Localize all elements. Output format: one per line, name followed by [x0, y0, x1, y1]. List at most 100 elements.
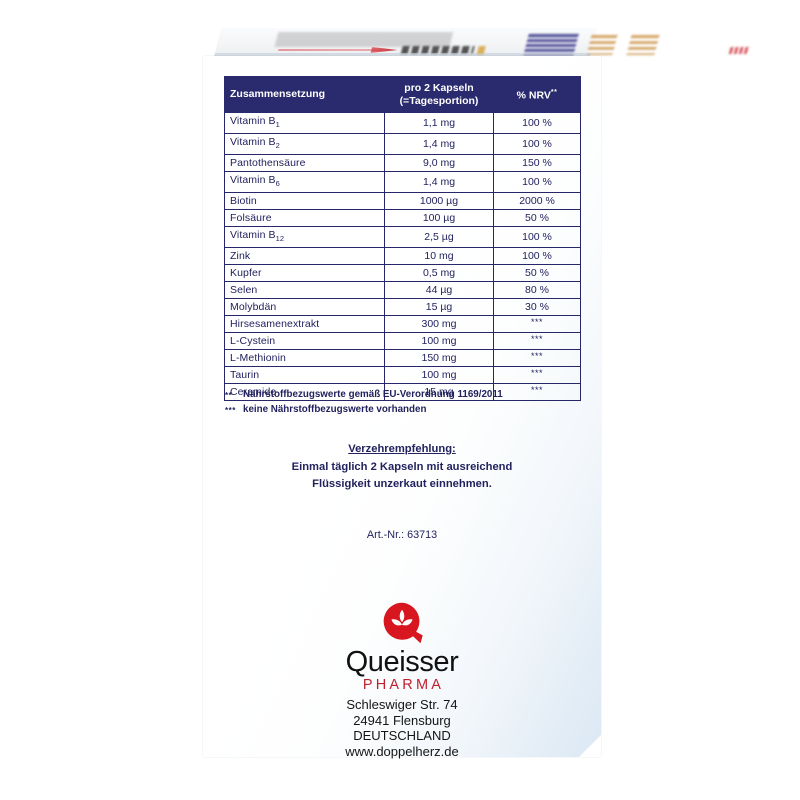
product-carton-back-panel: Zusammensetzung pro 2 Kapseln (=Tagespor…: [203, 56, 601, 759]
cell-dose-per-portion: 15 mg: [384, 383, 494, 402]
cell-nutrient-name: L-Methionin: [224, 349, 385, 368]
cell-nutrient-name: Biotin: [224, 192, 385, 211]
lid-red-dots-print: [728, 47, 749, 54]
footnote-mark: **: [225, 391, 233, 400]
cell-dose-per-portion: 9,0 mg: [384, 154, 494, 173]
cell-percent-nrv: 100 %: [493, 133, 581, 156]
cell-percent-nrv: 100 %: [493, 247, 581, 266]
nutrient-subscript: 6: [275, 179, 280, 189]
footnotes-block: ** Nährstoffbezugswerte gemäß EU-Verordnu…: [225, 388, 585, 418]
table-row: Folsäure 100 µg 50 %: [224, 209, 581, 228]
cell-dose-per-portion: 1,4 mg: [384, 171, 494, 194]
cell-dose-per-portion: 1,1 mg: [384, 111, 494, 135]
table-row: Kupfer 0,5 mg 50 %: [224, 264, 581, 283]
cell-nutrient-name: L-Cystein: [224, 332, 385, 351]
cell-percent-nrv: 2000 %: [493, 192, 581, 211]
no-nrv-asterisks: ***: [530, 351, 543, 362]
cell-nutrient-name: Vitamin B2: [224, 133, 385, 156]
table-row: Taurin 100 mg ***: [224, 366, 581, 385]
cell-dose-per-portion: 10 mg: [384, 247, 494, 266]
cell-percent-nrv: ***: [493, 315, 581, 334]
cell-percent-nrv: 100 %: [493, 111, 581, 135]
cell-percent-nrv: 100 %: [493, 171, 581, 194]
table-row: Vitamin B1 1,1 mg 100 %: [224, 111, 581, 135]
table-row: Zink 10 mg 100 %: [224, 247, 581, 266]
cell-percent-nrv: 50 %: [493, 209, 581, 228]
lid-amber-stripe-one-print: [586, 35, 618, 55]
dosage-line-one: Einmal täglich 2 Kapseln mit ausreichend: [291, 461, 513, 473]
no-nrv-asterisks: ***: [530, 368, 543, 379]
cell-nutrient-name: Kupfer: [224, 264, 385, 283]
footnote-text: Nährstoffbezugswerte gemäß EU-Verordnung…: [243, 389, 503, 400]
cell-nutrient-name: Vitamin B12: [224, 226, 385, 249]
cell-nutrient-name: Ceramide: [224, 383, 385, 402]
nutrient-subscript: 2: [275, 141, 280, 151]
cell-percent-nrv: ***: [493, 383, 581, 402]
cell-percent-nrv: 80 %: [493, 281, 581, 300]
brand-subtitle: PHARMA: [362, 677, 445, 693]
no-nrv-asterisks: ***: [530, 334, 543, 345]
cell-dose-per-portion: 1000 µg: [384, 192, 494, 211]
address-city: 24941 Flensburg: [353, 712, 451, 728]
cell-percent-nrv: ***: [493, 332, 581, 351]
header-per-two-capsules: pro 2 Kapseln (=Tagesportion): [384, 76, 494, 113]
cell-percent-nrv: 30 %: [493, 298, 581, 317]
cell-nutrient-name: Vitamin B6: [224, 171, 385, 194]
brand-name: Queisser: [345, 646, 459, 678]
table-row: Biotin 1000 µg 2000 %: [224, 192, 581, 211]
cell-nutrient-name: Molybdän: [224, 298, 385, 317]
header-dose-line-one: pro 2 Kapseln: [404, 82, 474, 94]
footnote-mark: ***: [225, 406, 236, 415]
cell-percent-nrv: ***: [493, 366, 581, 385]
footnote-text: keine Nährstoffbezugswerte vorhanden: [243, 404, 427, 415]
table-row: Selen 44 µg 80 %: [224, 281, 581, 300]
table-row: Vitamin B12 2,5 µg 100 %: [224, 226, 581, 249]
table-header-row: Zusammensetzung pro 2 Kapseln (=Tagespor…: [224, 76, 581, 113]
dosage-title-wrap: Verzehrempfehlung:: [203, 441, 601, 459]
carton-top-lid: [214, 28, 749, 57]
cell-dose-per-portion: 1,4 mg: [384, 133, 494, 156]
manufacturer-address: Schleswiger Str. 74 24941 Flensburg DEUT…: [203, 697, 601, 759]
table-row: Molybdän 15 µg 30 %: [224, 298, 581, 317]
nutrient-subscript: 12: [275, 234, 285, 244]
table-row: Vitamin B6 1,4 mg 100 %: [224, 171, 581, 194]
no-nrv-asterisks: ***: [530, 385, 543, 396]
cell-dose-per-portion: 100 mg: [384, 366, 494, 385]
cell-dose-per-portion: 300 mg: [384, 315, 494, 334]
cell-nutrient-name: Folsäure: [224, 209, 385, 228]
cell-nutrient-name: Zink: [224, 247, 385, 266]
lid-amber-stripe-two-print: [626, 35, 660, 55]
dosage-recommendation-block: Verzehrempfehlung: Einmal täglich 2 Kaps…: [203, 441, 601, 493]
cell-dose-per-portion: 100 mg: [384, 332, 494, 351]
cell-dose-per-portion: 100 µg: [384, 209, 494, 228]
lid-grey-band-print: [274, 32, 454, 47]
header-dose-line-two: (=Tagesportion): [399, 94, 479, 107]
table-row: Pantothensäure 9,0 mg 150 %: [224, 154, 581, 173]
nutrition-table-head: Zusammensetzung pro 2 Kapseln (=Tagespor…: [224, 76, 581, 113]
footnote-row: ** Nährstoffbezugswerte gemäß EU-Verordnu…: [225, 388, 585, 403]
address-street: Schleswiger Str. 74: [346, 697, 458, 712]
table-row: Hirsesamenextrakt 300 mg ***: [224, 315, 581, 334]
cell-dose-per-portion: 150 mg: [384, 349, 494, 368]
address-country: DEUTSCHLAND: [353, 728, 451, 743]
cell-percent-nrv: 50 %: [493, 264, 581, 283]
cell-percent-nrv: 100 %: [493, 226, 581, 249]
dosage-title: Verzehrempfehlung:: [348, 443, 456, 455]
queisser-q-logo-icon: [383, 602, 423, 644]
cell-nutrient-name: Selen: [224, 281, 385, 300]
table-row: Ceramide 15 mg ***: [224, 383, 581, 402]
footnote-row: *** keine Nährstoffbezugswerte vorhanden: [225, 403, 585, 418]
manufacturer-block: Queisser PHARMA Schleswiger Str. 74 2494…: [203, 601, 601, 759]
header-nrv-footnote-mark: **: [550, 89, 558, 96]
cell-percent-nrv: ***: [493, 349, 581, 368]
cell-nutrient-name: Taurin: [224, 366, 385, 385]
cell-dose-per-portion: 2,5 µg: [384, 226, 494, 249]
nutrition-table-body: Vitamin B1 1,1 mg 100 % Vitamin B2 1,4 mg 100…: [224, 111, 581, 402]
cell-dose-per-portion: 44 µg: [384, 281, 494, 300]
table-row: Vitamin B2 1,4 mg 100 %: [224, 133, 581, 156]
header-percent-nrv: % NRV**: [493, 76, 581, 113]
cell-dose-per-portion: 0,5 mg: [384, 264, 494, 283]
cell-dose-per-portion: 15 µg: [384, 298, 494, 317]
table-row: L-Cystein 100 mg ***: [224, 332, 581, 351]
